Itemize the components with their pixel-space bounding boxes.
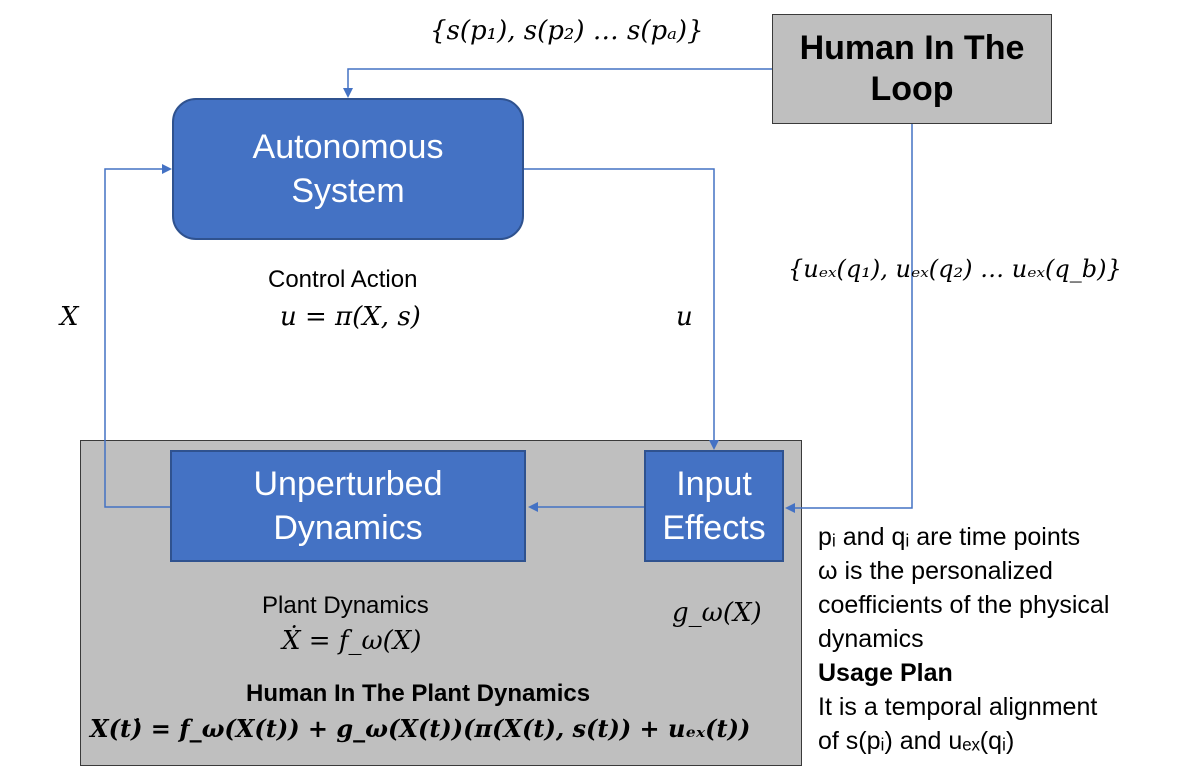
arrow-human-to-input-effects [785,124,913,513]
u-label: u [676,302,693,332]
note-usage-plan-title: Usage Plan [818,659,953,687]
human-in-the-loop-line1: Human In The [799,29,1025,68]
note-dynamics: dynamics [818,625,924,653]
input-effects-line1: Input [676,464,752,503]
input-effects-line2: Effects [662,509,766,547]
human-in-the-loop-box: Human In The Loop [772,14,1052,124]
note-coefficients: coefficients of the physical [818,591,1110,619]
uex-set-label: {uₑₓ(q₁), uₑₓ(q₂) … uₑₓ(q_b)} [788,255,1122,283]
hitp-dynamics-title: Human In The Plant Dynamics [246,680,591,707]
input-effects-box: Input Effects [644,450,784,562]
arrow-unperturbed-to-autonomous [104,164,172,508]
note-time-points: pᵢ and qᵢ are time points [818,523,1081,551]
note-temporal-alignment: It is a temporal alignment [818,693,1098,721]
control-action-equation: u = π(X, s) [280,302,421,332]
note-alignment-terms: of s(pᵢ) and uₑₓ(qᵢ) [818,727,1015,755]
notes-block: pᵢ and qᵢ are time points ω is the perso… [818,520,1109,758]
arrow-human-to-autonomous [343,68,772,98]
arrow-autonomous-to-input-effects [524,168,719,450]
s-set-label: {s(p₁), s(p₂) … s(pₐ)} [430,16,704,46]
autonomous-system-box: Autonomous System [172,98,524,240]
unperturbed-dynamics-line2: Dynamics [273,509,423,547]
autonomous-system-line1: Autonomous [252,127,444,166]
unperturbed-dynamics-box: Unperturbed Dynamics [170,450,526,562]
control-action-label: Control Action [268,266,418,293]
g-omega-label: g_ω(X) [672,598,762,628]
plant-dynamics-equation: Ẋ = f_ω(X) [282,626,422,656]
note-omega: ω is the personalized [818,557,1053,585]
x-feedback-label: X [60,302,79,332]
unperturbed-dynamics-line1: Unperturbed [253,464,443,503]
human-in-the-loop-line2: Loop [870,70,954,108]
hitp-dynamics-equation: X(t)̇ = f_ω(X(t)) + g_ω(X(t))(π(X(t), s(… [90,714,751,743]
autonomous-system-line2: System [291,172,405,210]
plant-dynamics-label: Plant Dynamics [262,592,429,619]
